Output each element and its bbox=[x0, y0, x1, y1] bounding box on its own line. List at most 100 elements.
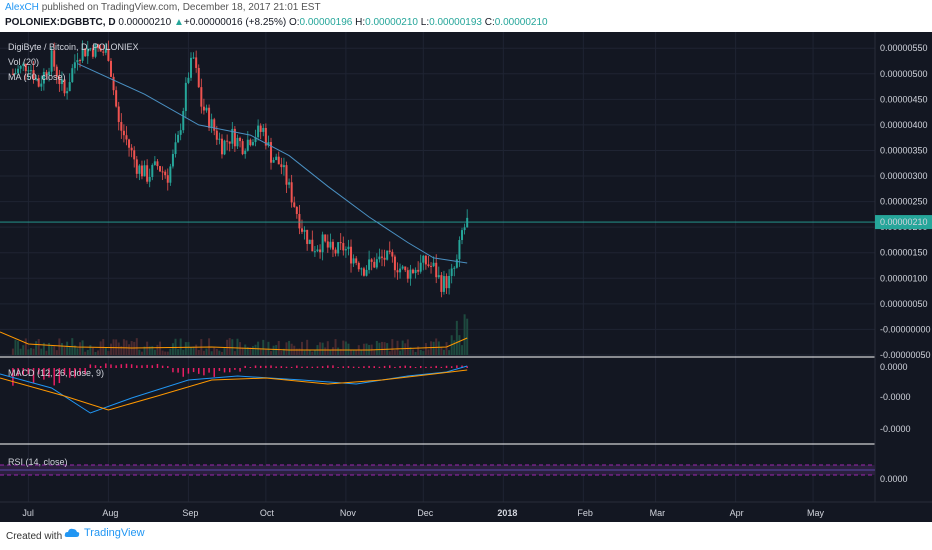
candle-body bbox=[427, 264, 430, 266]
volume-bar bbox=[24, 338, 27, 355]
price-tick-label: 0.00000550 bbox=[880, 43, 928, 53]
candle-body bbox=[277, 156, 280, 165]
candle-body bbox=[81, 48, 84, 61]
candle-body bbox=[86, 48, 89, 57]
volume-bar bbox=[442, 349, 445, 355]
price-tick-label: 0.00000450 bbox=[880, 94, 928, 104]
candle-body bbox=[50, 50, 53, 72]
macd-line bbox=[0, 365, 468, 414]
volume-bar bbox=[355, 349, 358, 355]
chart-svg[interactable]: 0.00000550 0.00000500 0.00000450 0.00000400… bbox=[0, 32, 932, 522]
rsi-tick-label: 0.0000 bbox=[880, 474, 908, 484]
volume-bar bbox=[11, 348, 14, 355]
candle-body bbox=[417, 269, 420, 272]
candle-body bbox=[174, 142, 177, 154]
chart-area[interactable]: 0.00000550 0.00000500 0.00000450 0.00000400… bbox=[0, 32, 932, 522]
time-tick-label: Aug bbox=[102, 508, 118, 518]
candle-body bbox=[166, 175, 169, 183]
price-tick-label: -0.00000050 bbox=[880, 350, 931, 360]
volume-bar bbox=[435, 338, 438, 355]
volume-bar bbox=[453, 340, 456, 355]
candle-body bbox=[375, 259, 378, 268]
candle-body bbox=[117, 106, 120, 123]
candle-body bbox=[91, 48, 94, 57]
volume-bar bbox=[182, 349, 185, 355]
tradingview-brand[interactable]: TradingView bbox=[64, 527, 145, 539]
author-link[interactable]: AlexCH bbox=[5, 2, 39, 13]
volume-bar bbox=[347, 343, 350, 355]
volume-bar bbox=[311, 351, 314, 355]
volume-bar bbox=[275, 345, 278, 355]
candle-body bbox=[401, 266, 404, 269]
candle-body bbox=[264, 127, 267, 146]
volume-bar bbox=[326, 341, 329, 355]
volume-bar bbox=[360, 349, 363, 355]
volume-bar bbox=[411, 349, 414, 355]
volume-bar bbox=[159, 341, 162, 355]
volume-bar bbox=[146, 341, 149, 355]
candle-body bbox=[461, 230, 464, 241]
candle-body bbox=[308, 239, 311, 244]
volume-bar bbox=[272, 345, 275, 355]
volume-bar bbox=[223, 347, 226, 355]
volume-bar bbox=[40, 348, 43, 355]
candle-body bbox=[66, 91, 69, 94]
volume-bar bbox=[329, 349, 332, 355]
created-with-label: Created with bbox=[6, 531, 63, 542]
time-tick-label: Feb bbox=[577, 508, 593, 518]
candle-body bbox=[275, 156, 278, 160]
volume-bar bbox=[53, 345, 56, 355]
candle-body bbox=[303, 229, 306, 232]
candle-body bbox=[442, 276, 445, 292]
macd-signal-line bbox=[0, 369, 468, 411]
candle-body bbox=[45, 71, 48, 76]
publish-info: published on TradingView.com, December 1… bbox=[41, 2, 321, 13]
volume-bar bbox=[365, 343, 368, 355]
candle-body bbox=[326, 241, 329, 248]
candle-body bbox=[164, 171, 167, 176]
candle-body bbox=[259, 125, 262, 132]
volume-bar bbox=[288, 340, 291, 355]
candle-body bbox=[430, 265, 433, 267]
time-tick-label: Mar bbox=[650, 508, 666, 518]
volume-bar bbox=[399, 350, 402, 355]
price-tick-label: 0.00000350 bbox=[880, 145, 928, 155]
price-tick-label: 0.00000250 bbox=[880, 197, 928, 207]
candle-body bbox=[239, 137, 242, 142]
candle-body bbox=[109, 60, 112, 77]
volume-bar bbox=[244, 344, 247, 355]
candle-body bbox=[300, 228, 303, 232]
macd-tick-label: -0.0000 bbox=[880, 392, 911, 402]
low-label: L: bbox=[420, 17, 430, 28]
candle-body bbox=[329, 241, 332, 248]
candle-body bbox=[37, 78, 40, 87]
candle-body bbox=[362, 268, 365, 276]
candle-body bbox=[288, 182, 291, 185]
volume-bar bbox=[381, 341, 384, 355]
candle-body bbox=[246, 139, 249, 151]
volume-bar bbox=[373, 350, 376, 355]
candle-body bbox=[347, 246, 350, 250]
volume-bar bbox=[445, 342, 448, 355]
volume-bar bbox=[337, 347, 340, 355]
candle-body bbox=[466, 217, 469, 228]
candle-body bbox=[236, 137, 239, 147]
legend: DigiByte / Bitcoin, D, POLONIEX Vol (20)… bbox=[8, 42, 139, 467]
candle-body bbox=[135, 159, 138, 174]
candle-body bbox=[228, 141, 231, 144]
time-tick-label: Jul bbox=[22, 508, 34, 518]
price-tick-label: 0.00000400 bbox=[880, 120, 928, 130]
change-value: +0.00000016 (+8.25%) bbox=[183, 17, 287, 28]
candle-body bbox=[344, 249, 347, 251]
candle-body bbox=[192, 57, 195, 59]
candle-body bbox=[458, 240, 461, 260]
volume-bar bbox=[161, 350, 164, 355]
volume-bar bbox=[197, 350, 200, 355]
candle-body bbox=[414, 269, 417, 274]
candle-body bbox=[386, 250, 389, 260]
volume-bar bbox=[120, 346, 123, 355]
candle-body bbox=[355, 258, 358, 263]
candle-body bbox=[40, 83, 43, 87]
volume-bar bbox=[140, 351, 143, 355]
volume-bar bbox=[362, 343, 365, 355]
